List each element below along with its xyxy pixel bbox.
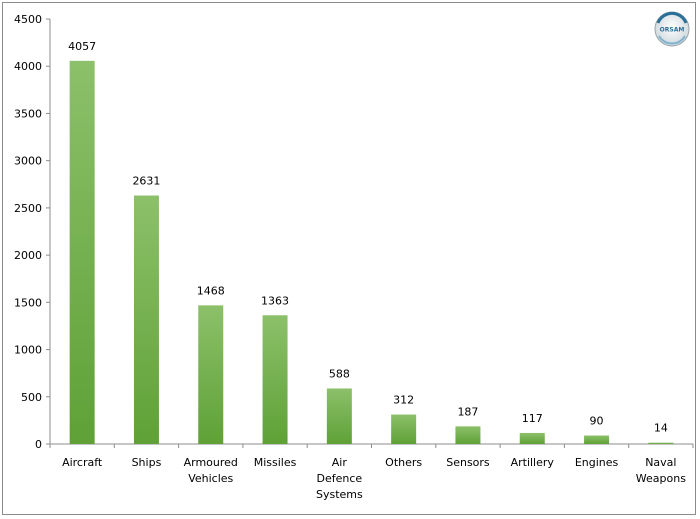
category-label: Naval Weapons [636,456,686,485]
bar [198,305,224,444]
category-labels: Aircraft Ships Armoured Vehicles Missiles Air… [62,456,686,501]
bar [519,432,545,444]
y-tick-label: 4000 [14,60,42,73]
data-label: 588 [329,367,350,380]
bar-chart: 0 500 1000 1500 2000 2500 3000 3500 4000 4500 405… [14,11,694,501]
data-label: 2631 [132,175,160,188]
category-label: Engines [575,456,619,469]
logo-text: ORSAM [660,27,685,34]
y-tick-label: 4500 [14,13,42,26]
bar [133,195,159,444]
category-label: Air Defence Systems [316,456,363,501]
category-label: Others [385,456,422,469]
category-label: Missiles [254,456,297,469]
data-label: 1468 [197,284,225,297]
bar [648,442,674,444]
data-label: 4057 [68,40,96,53]
data-label: 14 [654,422,668,435]
y-tick-label: 500 [21,391,42,404]
y-tick-label: 0 [35,438,42,451]
bars [69,60,674,444]
category-label: Aircraft [62,456,103,469]
bar [326,388,352,444]
category-label: Ships [132,456,162,469]
y-tick-label: 3500 [14,107,42,120]
data-label: 312 [393,394,414,407]
data-label: 187 [457,405,478,418]
y-axis: 0 500 1000 1500 2000 2500 3000 3500 4000 4500 [14,13,51,451]
bar [391,414,417,444]
x-axis [49,443,694,448]
bar [69,60,95,444]
data-labels: 4057 2631 1468 1363 588 312 187 117 90 14 [68,40,668,435]
bar [584,435,610,444]
data-label: 1363 [261,294,289,307]
bar [455,426,481,444]
bar [262,315,288,444]
y-tick-label: 3000 [14,155,42,168]
orsam-logo: ORSAM [654,11,690,47]
category-label: Sensors [446,456,490,469]
category-label: Armoured Vehicles [184,456,238,485]
y-tick-label: 2000 [14,249,42,262]
data-label: 117 [522,412,543,425]
y-tick-label: 1500 [14,296,42,309]
y-tick-label: 1000 [14,344,42,357]
y-tick-label: 2500 [14,202,42,215]
data-label: 90 [590,415,604,428]
chart-frame: 0 500 1000 1500 2000 2500 3000 3500 4000 4500 405… [2,2,696,515]
category-label: Artillery [511,456,555,469]
